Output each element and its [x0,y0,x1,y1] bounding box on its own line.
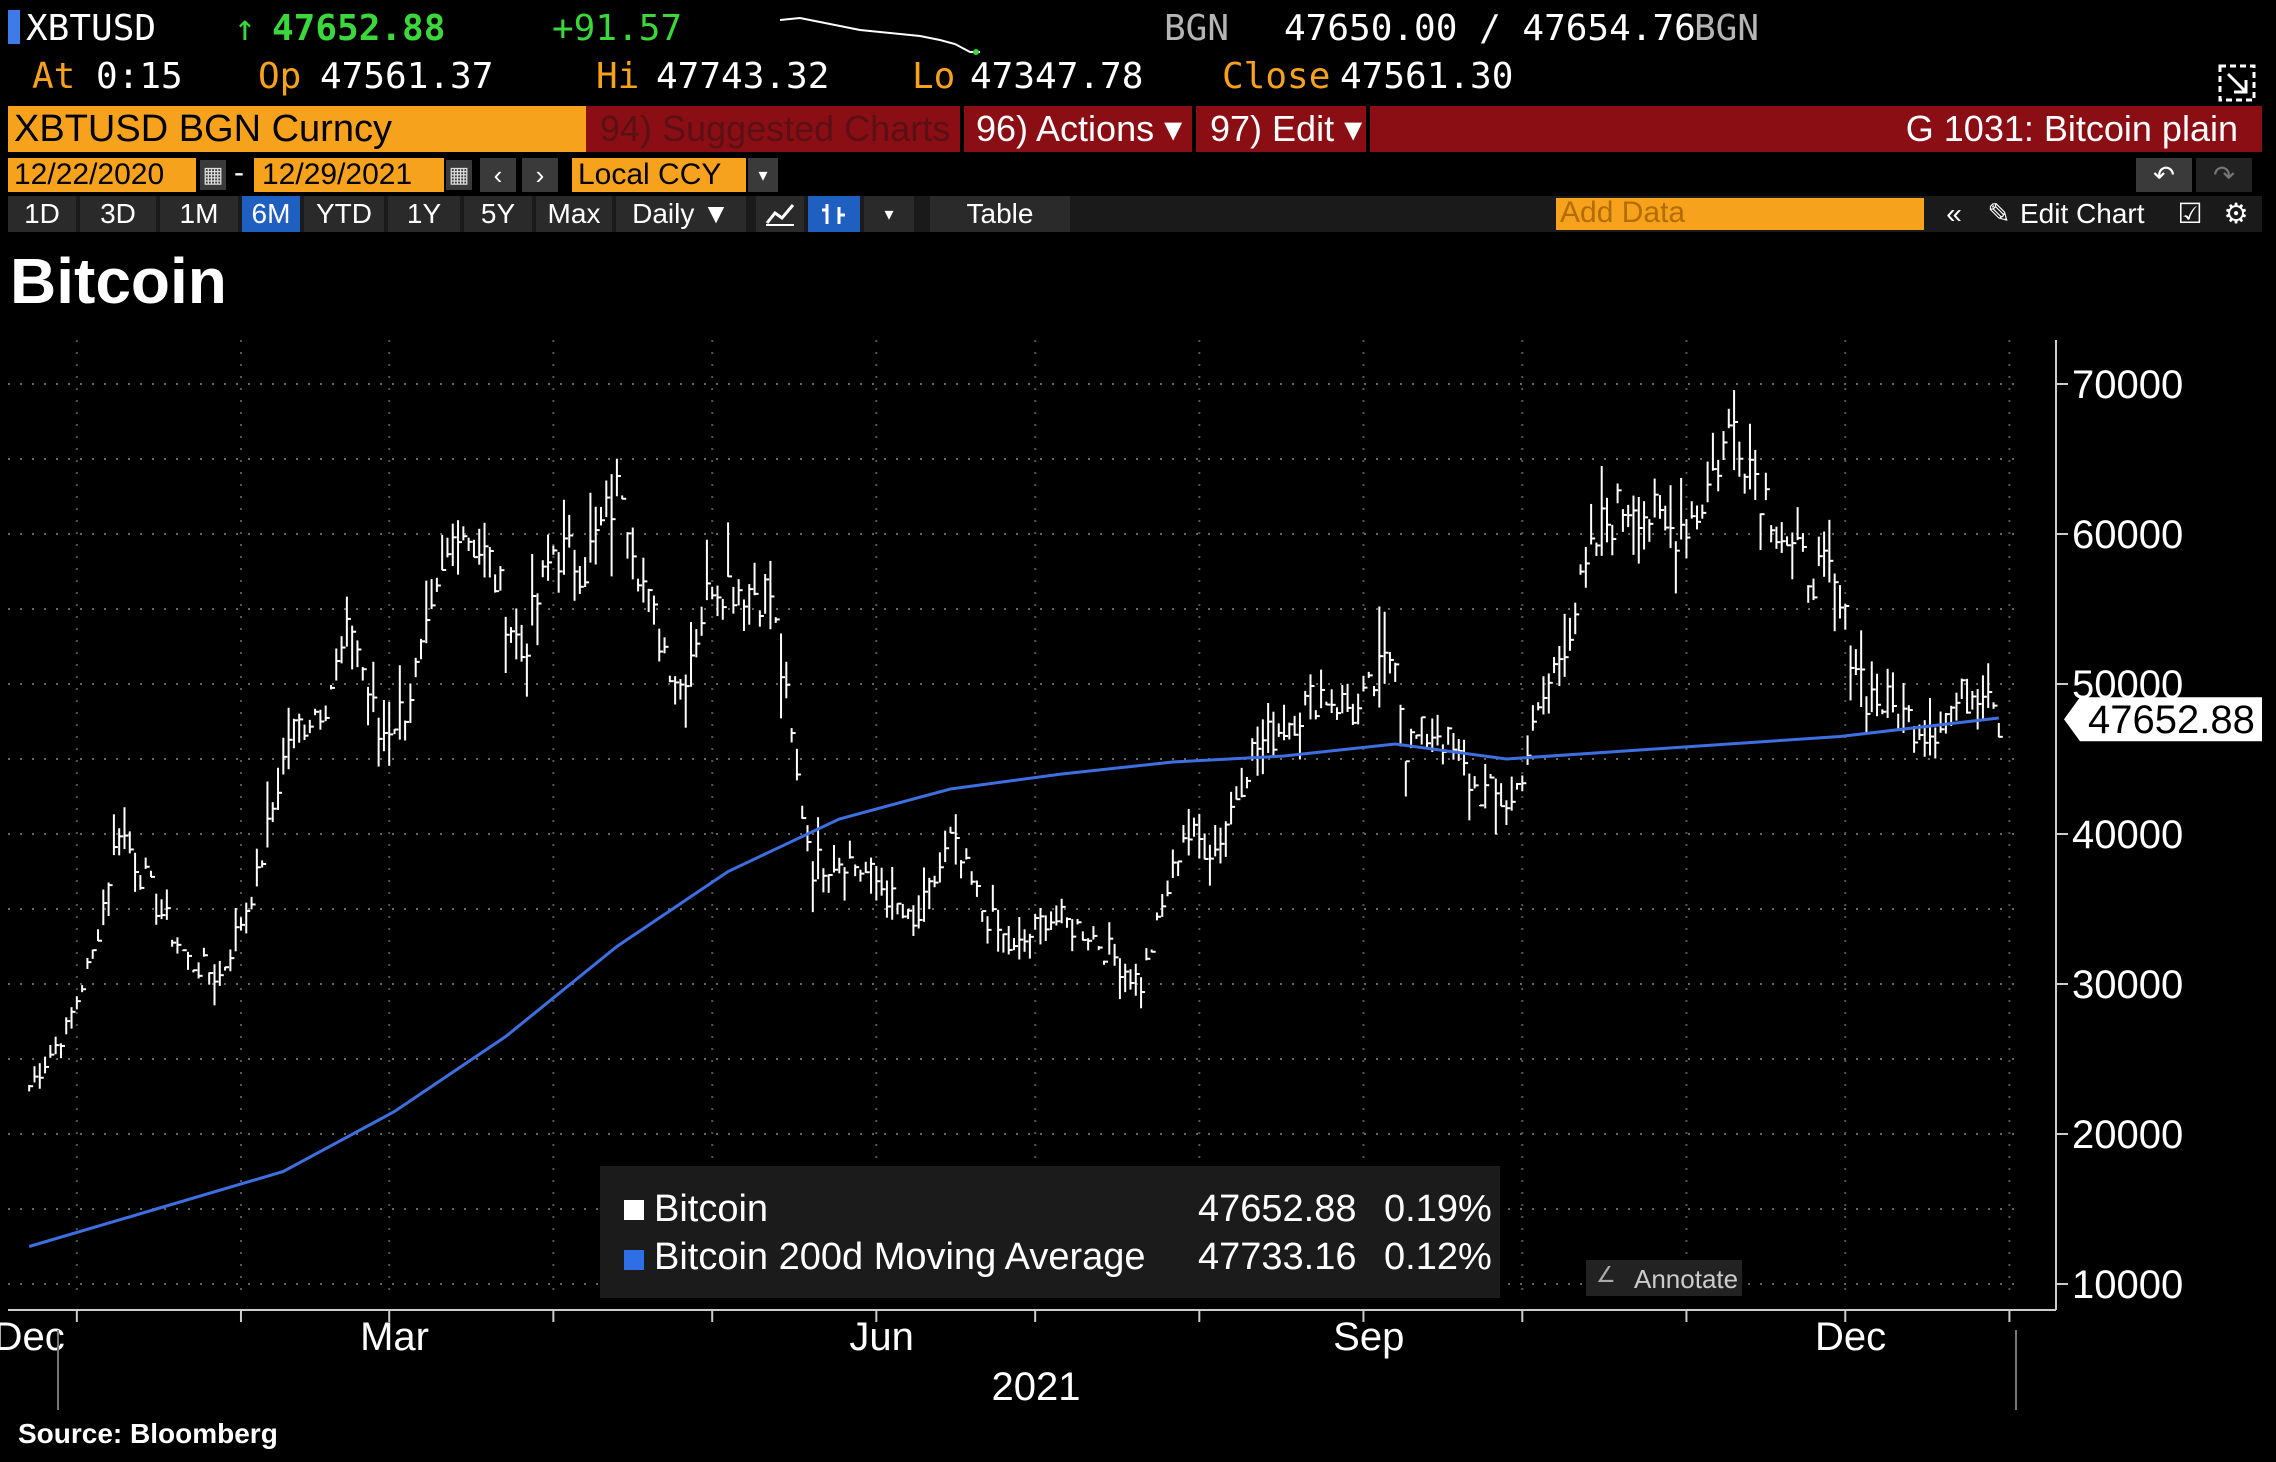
close-value: 47561.30 [1340,56,1514,97]
ticker: XBTUSD [26,8,157,49]
price-change: +91.57 [552,8,683,49]
add-data-placeholder: Add Data [1560,196,1686,229]
y-tick-label: 30000 [2072,963,2183,1007]
legend-bitcoin-name: Bitcoin [654,1188,769,1230]
period-1y[interactable]: 1Y [388,196,460,232]
legend-bitcoin-value: 47652.88 [1198,1188,1357,1230]
bar-chart-icon[interactable] [808,196,860,232]
x-tick-label: Mar [360,1315,429,1359]
calendar-icon[interactable]: ▦ [446,160,472,190]
menu-divider [960,106,964,152]
undo-button[interactable]: ↶ [2136,158,2192,192]
end-date-field[interactable] [254,158,444,192]
period-5y[interactable]: 5Y [464,196,532,232]
chart-title: Bitcoin [10,245,227,317]
annotate-pencil-icon: ∠ [1596,1262,1616,1287]
edit-menu[interactable]: 97) Edit ▾ [1210,108,1363,149]
ask-source: BGN [1694,8,1760,49]
x-tick-label: Dec [0,1315,65,1359]
moving-average-line [28,716,1999,1248]
edit-settings-icon[interactable]: ☑ [2177,198,2203,229]
period-max[interactable]: Max [536,196,612,232]
period-1m[interactable]: 1M [160,196,238,232]
last-price: 47652.88 [272,8,446,49]
end-date: 12/29/2021 [262,158,413,191]
prev-period-button[interactable]: ‹ [480,158,516,192]
currency-field[interactable] [572,158,746,192]
menu-divider [1192,106,1196,152]
suggested-charts-menu[interactable]: 94) Suggested Charts [600,108,951,149]
table-button[interactable]: Table [930,196,1070,232]
at-label: At [32,56,76,97]
start-date-field[interactable] [8,158,196,192]
line-chart-icon[interactable] [756,196,804,232]
period-3d[interactable]: 3D [80,196,156,232]
x-tick-label: Dec [1815,1315,1886,1359]
edit-chart-button[interactable]: Edit Chart [2020,198,2145,229]
x-year-label: 2021 [992,1365,1081,1409]
annotate-button[interactable] [1586,1260,1742,1296]
legend-ma-value: 47733.16 [1198,1236,1357,1278]
frequency-dropdown[interactable]: Daily ▼ [616,196,746,232]
period-6m[interactable]: 6M [242,196,300,232]
redo-button[interactable]: ↷ [2196,158,2252,192]
sparkline [780,16,980,55]
chart-type-dropdown-icon[interactable]: ▾ [864,196,914,232]
y-tick-label: 60000 [2072,513,2183,557]
add-data-field[interactable] [1556,198,1924,230]
up-arrow-icon: ↑ [234,8,256,49]
annotate-label: Annotate [1634,1264,1739,1294]
y-tick-label: 70000 [2072,363,2183,407]
chart-id: G 1031: Bitcoin plain [1905,108,2238,149]
legend-swatch-bitcoin [624,1200,644,1220]
gear-icon[interactable]: ⚙ [2223,198,2249,229]
x-tick-label: Jun [849,1315,914,1359]
pencil-icon: ✎ [1987,198,2011,229]
security-field[interactable] [8,106,586,152]
low-label: Lo [912,56,956,97]
open-label: Op [258,56,302,97]
collapse-icon[interactable]: « [1946,198,1962,229]
currency-value: Local CCY [578,158,722,191]
y-tick-label: 20000 [2072,1113,2183,1157]
expand-icon[interactable] [2214,60,2260,106]
last-value-tag [2064,697,2262,742]
source-note: Source: Bloomberg [18,1418,278,1449]
start-date: 12/22/2020 [14,158,165,191]
menu-divider [1366,106,1370,152]
currency-dropdown-icon[interactable]: ▾ [748,158,778,192]
high-label: Hi [596,56,640,97]
legend-box [600,1166,1500,1298]
period-ytd[interactable]: YTD [304,196,384,232]
security-text: XBTUSD BGN Curncy [14,108,392,150]
legend-bitcoin-pct: 0.19% [1384,1188,1492,1230]
legend-swatch-ma [624,1250,644,1270]
open-value: 47561.37 [320,56,494,97]
high-value: 47743.32 [656,56,830,97]
calendar-icon[interactable]: ▦ [200,160,226,190]
last-value-label: 47652.88 [2088,698,2255,742]
y-tick-label: 40000 [2072,813,2183,857]
bid-ask: 47650.00 / 47654.76 [1284,8,1696,49]
ticker-marker [8,10,20,44]
date-separator: - [234,156,244,189]
bid-source: BGN [1164,8,1230,49]
legend-ma-pct: 0.12% [1384,1236,1492,1278]
y-tick-label: 10000 [2072,1263,2183,1307]
next-period-button[interactable]: › [522,158,558,192]
actions-menu[interactable]: 96) Actions ▾ [976,108,1183,149]
x-tick-label: Sep [1333,1315,1404,1359]
close-label: Close [1222,56,1331,97]
low-value: 47347.78 [970,56,1144,97]
period-1d[interactable]: 1D [8,196,76,232]
legend-ma-name: Bitcoin 200d Moving Average [654,1236,1146,1278]
at-value: 0:15 [96,56,183,97]
